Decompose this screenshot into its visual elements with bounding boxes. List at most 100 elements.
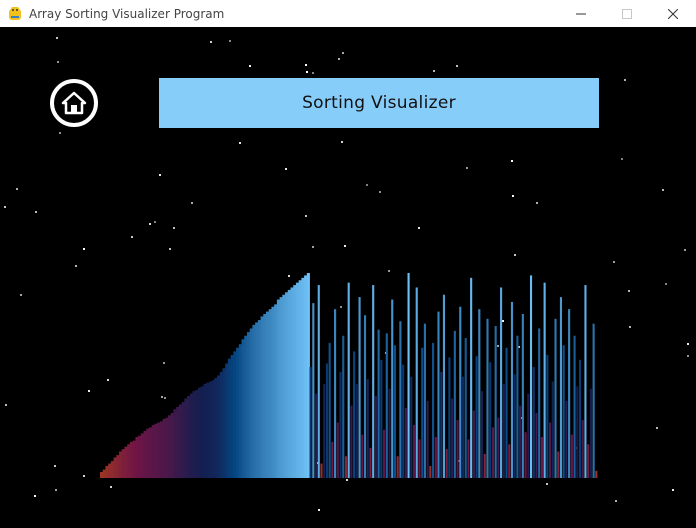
unsorted-bar [475,356,478,478]
unsorted-bar [451,398,454,478]
unsorted-bar [472,410,475,478]
star [54,465,56,467]
title-bar[interactable]: Array Sorting Visualizer Program [0,0,696,27]
sorted-bar [159,421,163,478]
unsorted-bar [587,444,590,478]
unsorted-bar [355,383,358,478]
star [229,40,231,42]
unsorted-bar [366,379,369,478]
star [502,320,504,322]
star [656,427,658,429]
sorted-bar [206,382,210,478]
star [110,486,112,488]
unsorted-bar [426,400,429,478]
sorted-bar [208,381,212,478]
sorted-bar [301,277,305,478]
unsorted-bar [410,376,413,478]
sorted-bar [271,306,275,478]
star [344,245,346,247]
unsorted-bar [559,297,563,478]
sorted-bar [200,386,204,478]
star [5,404,7,406]
close-icon [668,8,678,19]
star [305,64,307,66]
home-icon [61,91,87,115]
star [312,246,314,248]
sorted-bar [295,282,300,478]
star [514,254,516,256]
star [83,475,85,477]
unsorted-bar [497,417,500,478]
sorted-bar [197,387,202,478]
star [57,61,59,63]
unsorted-bar [535,412,538,478]
unsorted-bar [314,393,318,478]
close-button[interactable] [650,0,696,27]
unsorted-bar [546,355,549,478]
sorted-bar [184,398,188,478]
unsorted-bar [358,297,361,478]
unsorted-bar [543,282,546,478]
sorted-bar [113,457,117,478]
sorted-bar [241,339,245,478]
unsorted-bar [412,424,416,478]
star [458,460,460,462]
unsorted-bar [551,381,554,478]
unsorted-bar [325,363,328,478]
star [342,52,344,54]
sorted-bar [222,368,226,478]
sorted-bar [135,437,139,478]
sorted-bar [219,371,223,478]
star [665,283,667,285]
sorted-bar [132,440,136,478]
star [154,221,156,223]
sorted-bar [121,449,125,478]
unsorted-bar [432,342,435,478]
sorted-bar [189,393,193,478]
star [34,495,36,497]
minimize-button[interactable] [558,0,604,27]
star [456,65,458,67]
unsorted-bar [347,282,350,478]
unsorted-bar [513,374,516,478]
sorted-bar [276,299,281,478]
unsorted-bar [480,391,484,478]
star [163,362,165,364]
star [210,41,212,43]
unsorted-bar [508,444,511,478]
sorted-bar [217,375,221,478]
sorted-bar [146,428,150,478]
star [511,160,513,162]
star [536,202,538,204]
unsorted-bar [369,447,372,478]
unsorted-bar [374,396,377,478]
unsorted-bar [363,315,367,478]
star [107,379,109,381]
unsorted-bar [519,405,522,478]
unsorted-bar [383,429,386,478]
star [239,142,241,144]
star [20,294,22,296]
star [88,390,90,392]
sorted-bar [257,320,261,478]
star [466,167,468,169]
array-bars [100,273,598,478]
unsorted-bar [461,376,465,478]
sorted-bar [108,463,112,478]
home-button[interactable] [50,79,98,127]
sorted-bar [176,406,180,478]
star [624,79,626,81]
unsorted-bar [402,364,405,478]
star [518,346,520,348]
unsorted-bar [440,371,443,478]
maximize-button[interactable] [604,0,650,27]
star [149,223,151,225]
sorted-bar [127,444,131,478]
unsorted-bar [470,277,473,478]
sorted-bar [293,285,297,478]
unsorted-bar [576,386,579,478]
unsorted-bar [448,357,451,478]
unsorted-bar [505,347,508,478]
unsorted-bar [423,323,426,478]
star [318,509,320,511]
